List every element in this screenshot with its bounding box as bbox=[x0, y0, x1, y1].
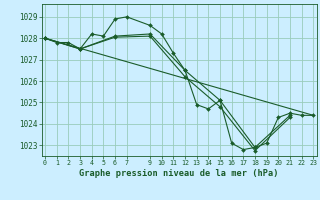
X-axis label: Graphe pression niveau de la mer (hPa): Graphe pression niveau de la mer (hPa) bbox=[79, 169, 279, 178]
